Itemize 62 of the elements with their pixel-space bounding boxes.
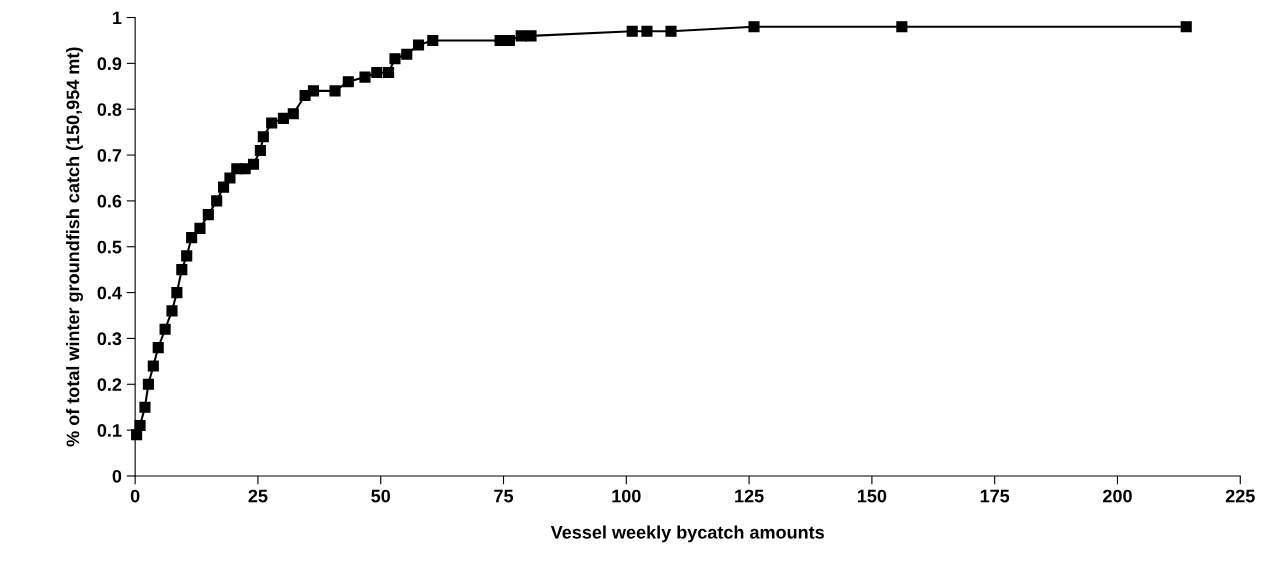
y-tick-label: 0.3 xyxy=(97,332,122,346)
point xyxy=(525,30,537,42)
y-tick-label: 0.4 xyxy=(97,286,122,300)
point xyxy=(139,401,151,413)
y-tick-label: 0.1 xyxy=(97,424,122,437)
point xyxy=(371,66,383,79)
x-tick-label: 75 xyxy=(494,489,514,503)
point xyxy=(277,112,290,124)
point xyxy=(257,131,269,143)
point xyxy=(211,195,223,207)
point xyxy=(401,48,413,60)
point xyxy=(641,25,653,37)
x-tick-label: 125 xyxy=(735,489,764,503)
point xyxy=(159,323,171,335)
point xyxy=(224,172,236,184)
x-tick-label: 150 xyxy=(857,489,887,503)
y-tick-label: 0.8 xyxy=(97,103,122,116)
point xyxy=(329,85,341,97)
point xyxy=(266,117,278,129)
point xyxy=(307,85,319,97)
y-tick-label: 0 xyxy=(112,469,122,483)
point xyxy=(665,25,677,37)
point xyxy=(389,53,401,65)
point xyxy=(134,419,146,432)
point xyxy=(147,360,159,372)
x-tick-label: 25 xyxy=(248,489,268,503)
y-tick-label: 0.6 xyxy=(97,194,122,208)
y-axis-title: % of total winter groundfish catch (150,954 mt) xyxy=(66,47,83,447)
point xyxy=(748,21,760,33)
point xyxy=(1180,21,1192,33)
x-tick-label: 50 xyxy=(371,489,391,503)
x-tick-label: 100 xyxy=(612,489,641,503)
x-tick-label: 175 xyxy=(980,489,1010,503)
point xyxy=(142,378,154,390)
x-tick-label: 0 xyxy=(130,489,140,503)
point xyxy=(247,158,260,170)
point xyxy=(181,250,193,262)
x-tick-label: 225 xyxy=(1225,489,1255,503)
y-tick-label: 0.5 xyxy=(97,240,122,254)
point xyxy=(254,144,266,157)
point xyxy=(287,108,299,120)
y-tick-label: 0.7 xyxy=(97,148,122,162)
point xyxy=(342,76,354,88)
y-tick-label: 0.2 xyxy=(97,378,122,391)
y-tick-label: 1 xyxy=(113,11,122,25)
point xyxy=(217,181,230,193)
point xyxy=(412,39,425,51)
point xyxy=(383,66,395,79)
point xyxy=(176,264,188,276)
point xyxy=(202,209,214,221)
point xyxy=(186,232,198,244)
point xyxy=(171,287,183,299)
point xyxy=(427,34,439,46)
point xyxy=(359,71,371,83)
x-tick-label: 200 xyxy=(1103,489,1132,503)
point xyxy=(152,342,164,354)
point xyxy=(166,305,178,317)
point xyxy=(896,21,908,33)
y-tick-label: 0.9 xyxy=(97,57,122,71)
point xyxy=(194,222,206,234)
x-axis-title: Vessel weekly bycatch amounts xyxy=(550,525,824,543)
point xyxy=(626,25,638,37)
